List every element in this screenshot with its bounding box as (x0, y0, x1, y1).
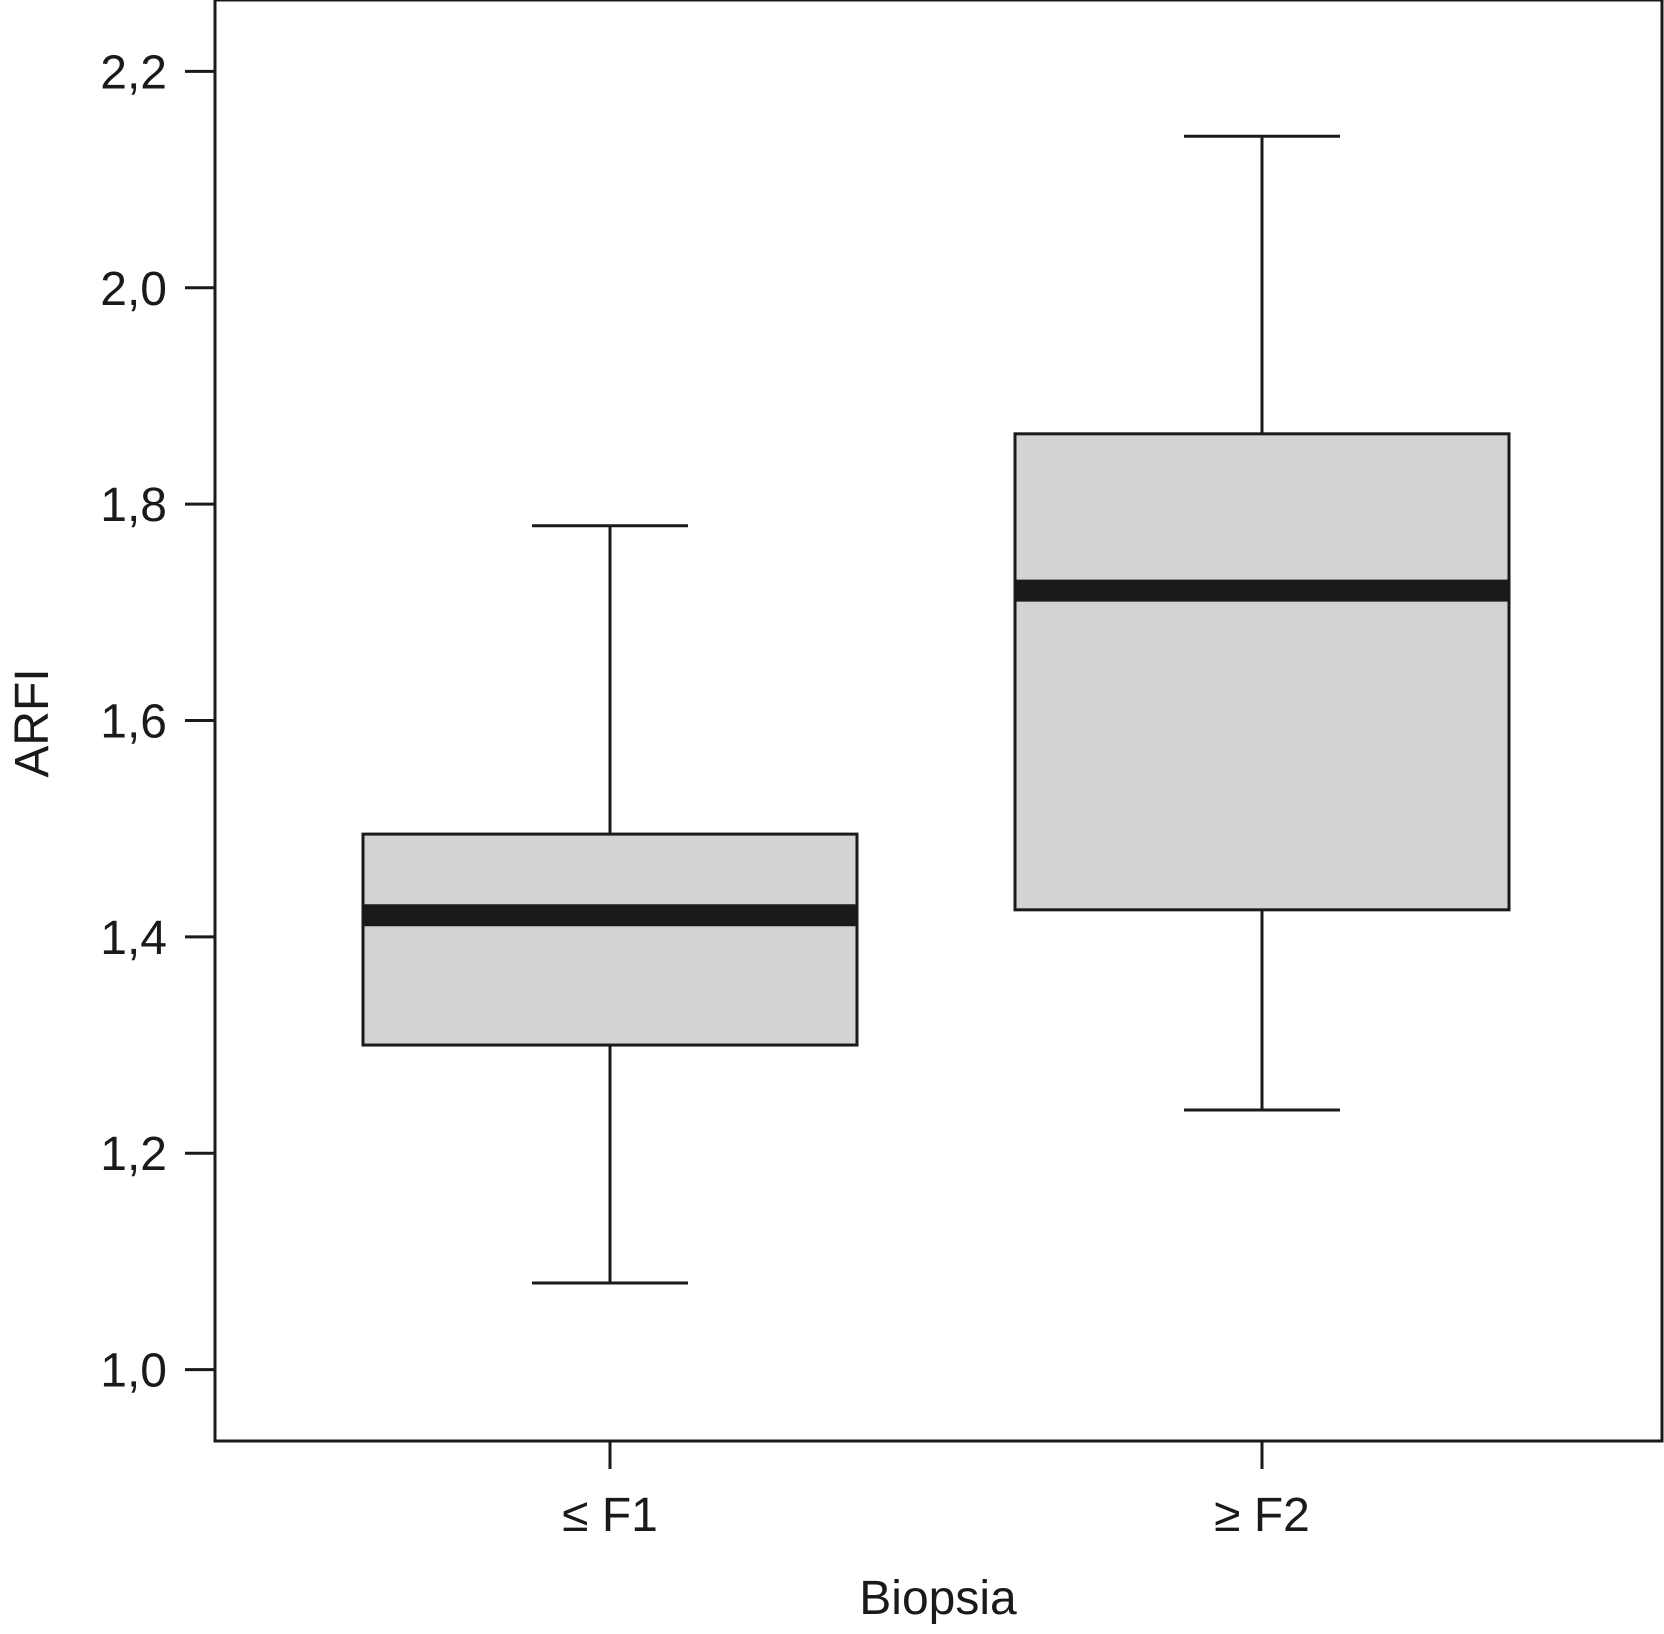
y-axis: 1,0 1,2 1,4 1,6 1,8 2,0 2,2 (100, 46, 215, 1398)
iqr-box (1013, 432, 1511, 912)
y-tick-label: 1,2 (100, 1128, 167, 1181)
box-group (361, 524, 859, 1285)
y-tick-label: 1,8 (100, 479, 167, 532)
y-tick-label: 1,6 (100, 696, 167, 749)
box-group (1013, 134, 1511, 1112)
x-axis-label: Biopsia (859, 1572, 1017, 1625)
y-axis-label: ARFI (6, 668, 59, 777)
y-tick-label: 1,0 (100, 1345, 167, 1398)
iqr-box (361, 832, 859, 1047)
x-tick-label: ≤ F1 (562, 1489, 658, 1542)
boxes (361, 134, 1511, 1285)
y-tick-label: 2,2 (100, 46, 167, 99)
y-tick-label: 1,4 (100, 912, 167, 965)
x-tick-label: ≥ F2 (1214, 1489, 1310, 1542)
x-axis: ≤ F1 ≥ F2 (562, 1441, 1310, 1542)
y-tick-label: 2,0 (100, 263, 167, 316)
